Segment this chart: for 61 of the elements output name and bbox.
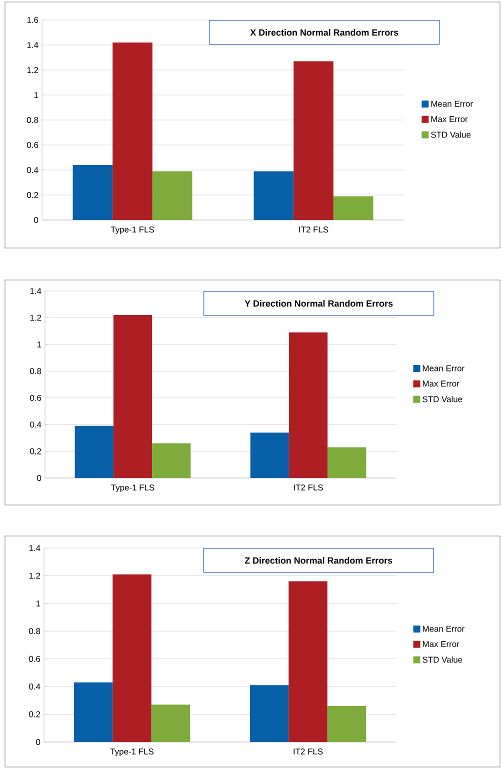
y-tick-label: 1.2 — [29, 572, 40, 579]
y-tick-label: 0.8 — [30, 368, 42, 374]
y-tick-label: 1.2 — [27, 67, 38, 73]
bar — [152, 443, 191, 478]
legend-label: Max Error — [431, 116, 468, 122]
y-tick-label: 0 — [37, 475, 42, 481]
bar — [250, 432, 289, 478]
y-tick-label: 0 — [34, 217, 38, 223]
y-tick-label: 0.6 — [29, 656, 40, 662]
legend-label: STD Value — [422, 656, 462, 663]
y-tick-label: 0.4 — [29, 684, 40, 690]
bar — [294, 61, 334, 220]
legend-label: Max Error — [422, 641, 460, 648]
x-tick-label: Type-1 FLS — [110, 748, 154, 756]
y-tick-label: 1.6 — [27, 17, 38, 23]
y-tick-label: 1.4 — [30, 288, 42, 294]
legend-label: Mean Error — [431, 100, 473, 107]
y-tick-label: 0.2 — [30, 448, 42, 454]
bar — [74, 682, 113, 742]
y-tick-label: 1.4 — [29, 545, 40, 551]
bar — [113, 315, 152, 478]
bar — [328, 447, 366, 478]
y-tick-label: 0.4 — [30, 422, 42, 428]
bar — [72, 164, 113, 220]
bar — [74, 426, 114, 478]
legend-label: Mean Error — [422, 365, 464, 372]
y-tick-label: 0.2 — [27, 192, 38, 198]
y-tick-label: 0.8 — [27, 117, 38, 123]
y-tick-label: 1 — [37, 342, 42, 348]
x-tick-label: IT2 FLS — [294, 748, 323, 755]
bar — [250, 685, 289, 742]
legend-label: Mean Error — [422, 626, 464, 632]
y-tick-label: 1.2 — [30, 314, 42, 321]
bar — [112, 574, 152, 742]
x-tick-label: IT2 FLS — [294, 484, 323, 491]
y-tick-label: 0.4 — [27, 167, 38, 173]
text: Y Direction Normal Random Errors — [244, 300, 393, 307]
y-tick-label: 0.2 — [29, 711, 40, 718]
y-tick-label: 0.6 — [27, 142, 38, 148]
y-tick-label: 1 — [34, 92, 38, 98]
bar — [333, 196, 374, 220]
y-tick-label: 0.8 — [29, 628, 40, 634]
y-tick-label: 0.6 — [30, 394, 42, 401]
bar — [152, 171, 192, 220]
text: Z Direction Normal Random Errors — [244, 557, 392, 564]
bar — [151, 704, 190, 742]
legend-label: Max Error — [422, 380, 460, 387]
bar — [288, 332, 328, 478]
bar — [288, 581, 328, 742]
x-tick-label: Type-1 FLS — [110, 226, 154, 234]
legend-label: STD Value — [422, 396, 462, 402]
y-tick-label: 1.4 — [27, 42, 38, 48]
bar — [112, 42, 152, 220]
bar — [254, 171, 294, 220]
legend-label: STD Value — [431, 131, 471, 138]
y-tick-label: 1 — [36, 600, 40, 606]
y-tick-label: 0 — [36, 739, 40, 745]
x-tick-label: IT2 FLS — [299, 226, 328, 233]
text: X Direction Normal Random Errors — [250, 29, 398, 36]
bar — [327, 706, 366, 742]
x-tick-label: Type-1 FLS — [111, 484, 154, 492]
